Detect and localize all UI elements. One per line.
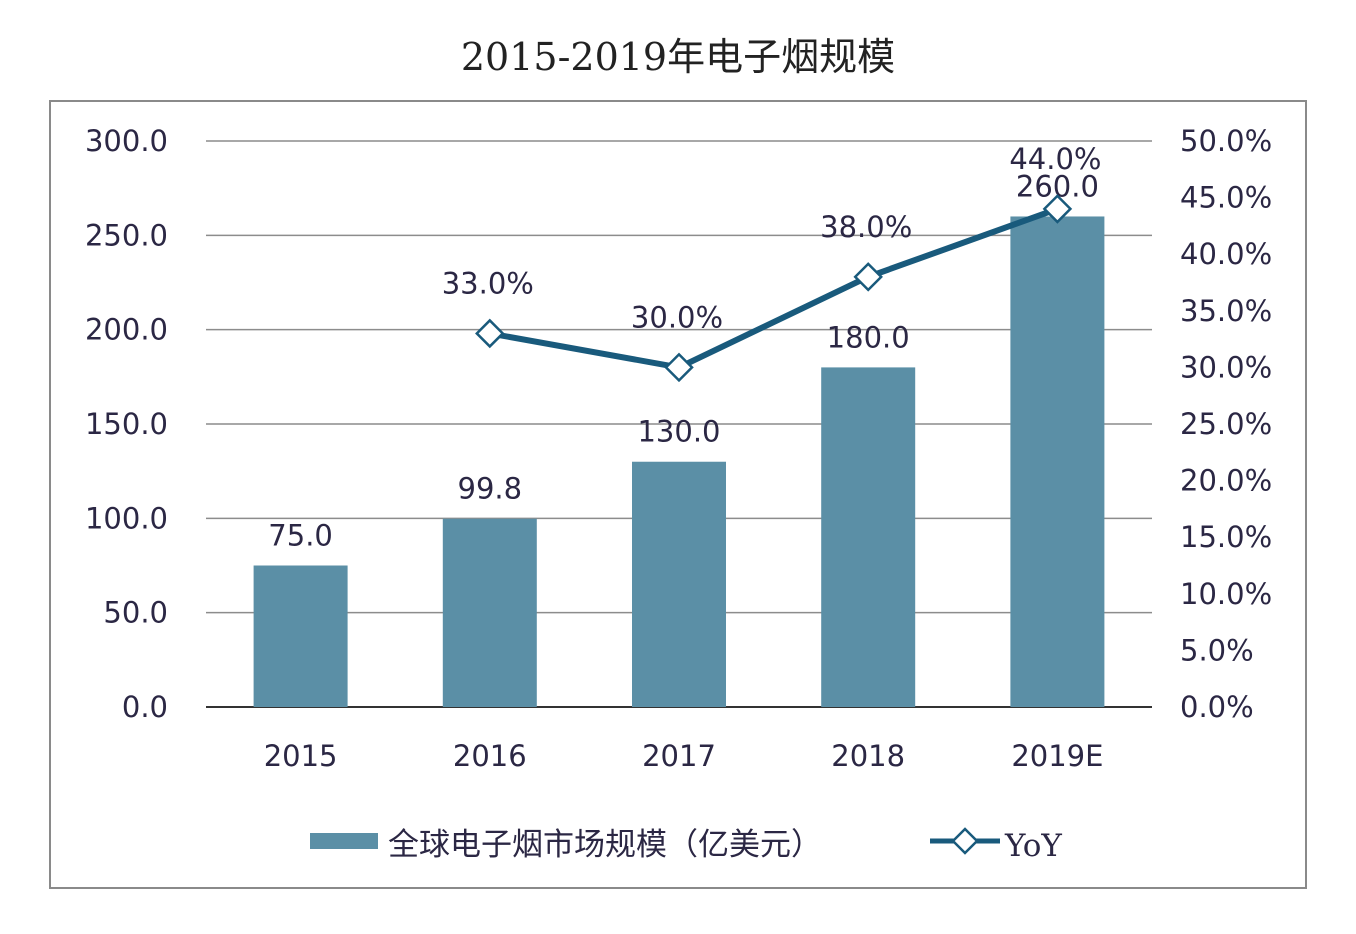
right-axis-tick-label: 5.0%	[1180, 633, 1254, 667]
yoy-data-label: 30.0%	[631, 300, 723, 334]
bar-data-label: 130.0	[637, 415, 720, 449]
bar	[821, 367, 916, 707]
left-axis-tick-label: 300.0	[85, 124, 168, 158]
legend-diamond-icon	[951, 827, 979, 855]
bar-data-label: 180.0	[827, 320, 910, 354]
left-axis-tick-label: 100.0	[85, 501, 168, 535]
right-axis-tick-label: 25.0%	[1180, 407, 1272, 441]
bar	[442, 518, 537, 707]
right-axis-tick-label: 10.0%	[1180, 577, 1272, 611]
yoy-point	[664, 352, 694, 383]
right-axis-tick-label: 40.0%	[1180, 237, 1272, 271]
chart-title: 2015-2019年电子烟规模	[460, 35, 896, 79]
right-axis-tick-label: 30.0%	[1180, 350, 1272, 384]
right-axis-tick-label: 45.0%	[1180, 181, 1272, 215]
yoy-point	[1042, 194, 1073, 224]
bar	[253, 565, 348, 707]
yoy-point	[853, 262, 883, 292]
x-axis-tick-label: 2015	[264, 739, 338, 773]
legend-bar-label: 全球电子烟市场规模（亿美元）	[388, 827, 822, 863]
left-axis-tick-label: 200.0	[85, 313, 168, 347]
bar	[632, 461, 726, 707]
right-axis-tick-label: 50.0%	[1180, 124, 1272, 158]
right-axis-tick-label: 0.0%	[1180, 690, 1254, 724]
x-axis-tick-label: 2017	[642, 739, 716, 773]
right-axis-tick-label: 15.0%	[1180, 520, 1272, 554]
left-axis-tick-label: 150.0	[85, 407, 168, 441]
bar-data-label: 99.8	[458, 472, 523, 506]
bar	[1010, 216, 1105, 707]
yoy-data-label: 38.0%	[820, 210, 912, 244]
bar-data-label: 75.0	[268, 519, 333, 553]
yoy-data-label: 33.0%	[442, 266, 534, 300]
legend-bar-swatch	[310, 833, 378, 849]
left-axis-tick-label: 250.0	[85, 218, 168, 252]
x-axis-tick-label: 2019E	[1011, 739, 1103, 773]
yoy-data-label: 44.0%	[1009, 142, 1101, 176]
x-axis-tick-label: 2018	[831, 739, 905, 773]
right-axis-tick-label: 20.0%	[1180, 464, 1272, 498]
yoy-line	[489, 206, 1059, 371]
left-axis-tick-label: 0.0	[122, 690, 168, 724]
x-axis-tick-label: 2016	[453, 739, 527, 773]
right-axis-tick-label: 35.0%	[1180, 294, 1272, 328]
chart-frame	[49, 100, 1307, 889]
yoy-point	[475, 318, 505, 349]
legend-line-label: YoY	[1004, 828, 1062, 864]
left-axis-tick-label: 50.0	[103, 596, 168, 630]
